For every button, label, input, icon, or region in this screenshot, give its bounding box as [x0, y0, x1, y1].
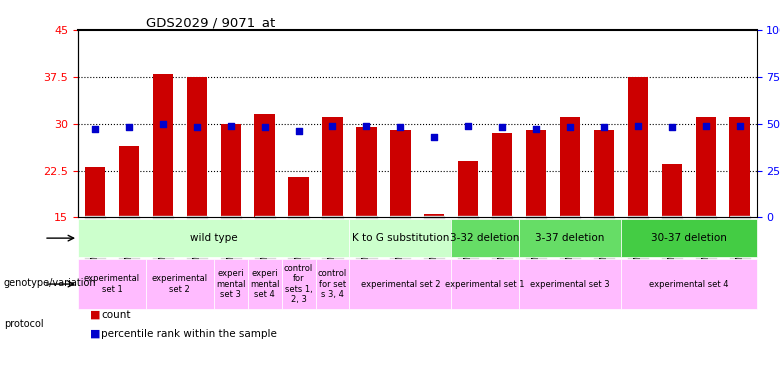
Bar — [153, 74, 173, 217]
Text: wild type: wild type — [190, 233, 238, 243]
Text: experi
mental
set 3: experi mental set 3 — [216, 269, 246, 299]
Bar — [594, 130, 614, 218]
Point — [564, 124, 576, 130]
Text: ■: ■ — [90, 310, 100, 320]
Bar — [390, 130, 410, 218]
Bar — [661, 164, 682, 218]
Bar — [315, 259, 349, 309]
Bar — [424, 214, 445, 217]
Point — [190, 124, 203, 130]
Bar — [519, 219, 621, 257]
Point — [665, 124, 678, 130]
Text: percentile rank within the sample: percentile rank within the sample — [101, 329, 277, 339]
Bar — [526, 130, 546, 218]
Point — [258, 124, 271, 130]
Point — [326, 123, 339, 129]
Point — [360, 123, 373, 129]
Text: protocol: protocol — [4, 320, 44, 329]
Bar — [492, 133, 512, 218]
Text: 3-37 deletion: 3-37 deletion — [535, 233, 604, 243]
Point — [632, 123, 644, 129]
Bar — [349, 259, 451, 309]
Bar — [322, 117, 342, 218]
Bar — [85, 168, 105, 217]
Point — [597, 124, 610, 130]
Point — [530, 126, 542, 132]
Bar — [628, 77, 648, 218]
Bar — [349, 219, 451, 257]
Bar — [78, 259, 146, 309]
Text: experimental set 1: experimental set 1 — [445, 280, 525, 289]
Bar — [248, 259, 282, 309]
Text: count: count — [101, 310, 131, 320]
Point — [462, 123, 474, 129]
Text: experimental
set 2: experimental set 2 — [152, 274, 207, 294]
Text: genotype/variation: genotype/variation — [4, 278, 97, 288]
Bar — [621, 259, 757, 309]
Text: experi
mental
set 4: experi mental set 4 — [250, 269, 279, 299]
Text: experimental set 3: experimental set 3 — [530, 280, 610, 289]
Bar — [146, 259, 214, 309]
Text: GDS2029 / 9071_at: GDS2029 / 9071_at — [146, 16, 275, 29]
Bar — [119, 146, 139, 218]
Point — [225, 123, 237, 129]
Bar — [451, 219, 519, 257]
Text: ■: ■ — [90, 329, 100, 339]
Point — [428, 134, 441, 140]
Bar — [729, 117, 750, 218]
Bar — [458, 161, 478, 218]
Bar — [186, 77, 207, 218]
Bar — [254, 114, 275, 218]
Bar — [221, 124, 241, 218]
Text: experimental set 4: experimental set 4 — [649, 280, 729, 289]
Bar — [214, 259, 248, 309]
Bar — [356, 127, 377, 218]
Point — [394, 124, 406, 130]
Point — [700, 123, 712, 129]
Text: experimental
set 1: experimental set 1 — [84, 274, 140, 294]
Bar — [696, 117, 716, 218]
Text: experimental set 2: experimental set 2 — [360, 280, 440, 289]
Bar — [78, 219, 349, 257]
Text: control
for
sets 1,
2, 3: control for sets 1, 2, 3 — [284, 264, 313, 304]
Point — [122, 124, 135, 130]
Bar — [282, 259, 316, 309]
Bar — [451, 259, 519, 309]
Text: control
for set
s 3, 4: control for set s 3, 4 — [318, 269, 347, 299]
Point — [89, 126, 101, 132]
Point — [292, 128, 305, 134]
Point — [733, 123, 746, 129]
Bar — [621, 219, 757, 257]
Bar — [289, 177, 309, 218]
Point — [496, 124, 509, 130]
Point — [157, 121, 169, 127]
Bar — [560, 117, 580, 218]
Bar — [519, 259, 621, 309]
Text: K to G substitution: K to G substitution — [352, 233, 449, 243]
Text: 30-37 deletion: 30-37 deletion — [651, 233, 727, 243]
Text: 3-32 deletion: 3-32 deletion — [451, 233, 519, 243]
